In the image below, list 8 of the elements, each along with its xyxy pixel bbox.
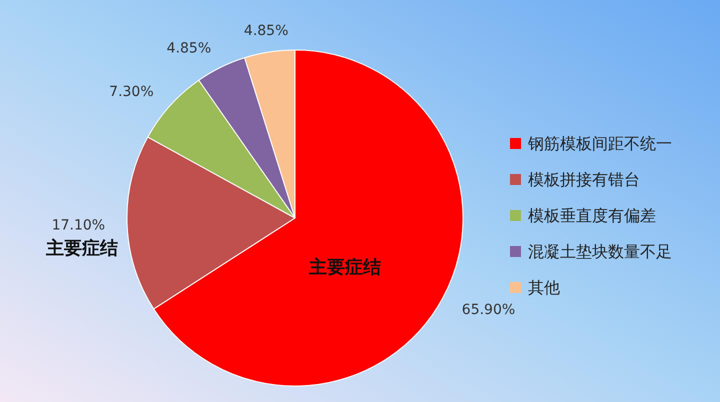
data-label: 65.90% (462, 302, 516, 318)
data-label: 7.30% (109, 84, 154, 100)
legend-label: 其他 (528, 278, 560, 297)
data-label: 17.10% (52, 218, 106, 234)
text: 主要症结 (308, 257, 381, 278)
text: 主要症结 (45, 238, 118, 259)
data-label: 4.85% (244, 23, 288, 40)
data-label: 4.85% (166, 40, 212, 57)
